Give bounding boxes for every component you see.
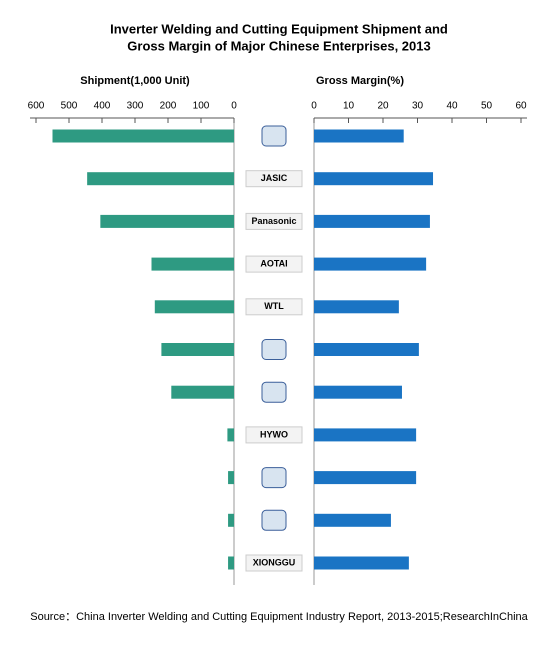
bar: [151, 257, 234, 271]
x-tick-label: 400: [94, 101, 111, 112]
bar: [314, 172, 434, 186]
bar: [228, 513, 234, 527]
bar: [171, 385, 234, 399]
category-label: WTL: [264, 301, 284, 311]
bar: [227, 428, 234, 442]
logo: [261, 381, 287, 403]
x-tick-label: 200: [160, 101, 177, 112]
x-tick-label: 0: [231, 101, 237, 112]
logo: [245, 298, 303, 316]
x-tick-label: 30: [412, 101, 424, 112]
source-note: Source：China Inverter Welding and Cuttin…: [30, 611, 528, 623]
logo: [261, 467, 287, 489]
x-tick-label: 10: [343, 101, 355, 112]
x-tick-label: 60: [515, 101, 527, 112]
bar: [314, 343, 419, 356]
bar: [154, 300, 234, 314]
category-label: JASIC: [261, 173, 288, 183]
bar: [228, 471, 234, 485]
x-tick-label: 500: [61, 101, 78, 112]
logo: [261, 509, 287, 531]
logo: [245, 255, 303, 273]
x-tick-label: 50: [481, 101, 493, 112]
logo: [261, 125, 287, 147]
logo: [261, 339, 287, 360]
bar: [87, 172, 235, 186]
panel-title: Gross Margin(%): [316, 75, 404, 87]
category-label: XIONGGU: [253, 557, 296, 567]
bar: [314, 300, 399, 314]
chart-title: Gross Margin of Major Chinese Enterprise…: [127, 38, 430, 53]
category-label: Panasonic: [251, 216, 296, 226]
panel-title: Shipment(1,000 Unit): [80, 75, 190, 87]
logo: [245, 426, 303, 444]
bar: [314, 385, 402, 399]
x-tick-label: 0: [311, 101, 317, 112]
bar: [314, 513, 391, 527]
x-tick-label: 20: [377, 101, 389, 112]
bar: [314, 556, 409, 570]
x-tick-label: 600: [28, 101, 45, 112]
bar: [314, 129, 404, 143]
bar: [314, 257, 427, 271]
chart-title: Inverter Welding and Cutting Equipment S…: [110, 21, 448, 36]
logo: [245, 170, 303, 188]
logo: [245, 554, 303, 572]
logo: [245, 212, 303, 230]
bar: [161, 343, 234, 356]
x-tick-label: 100: [193, 101, 210, 112]
x-tick-label: 300: [127, 101, 144, 112]
x-tick-label: 40: [446, 101, 458, 112]
bar: [228, 556, 234, 570]
category-label: HYWO: [260, 429, 288, 439]
bar: [314, 214, 430, 228]
category-label: AOTAI: [260, 258, 287, 268]
bar: [314, 471, 417, 485]
bar: [314, 428, 417, 442]
bar: [52, 129, 234, 143]
bar: [100, 214, 234, 228]
